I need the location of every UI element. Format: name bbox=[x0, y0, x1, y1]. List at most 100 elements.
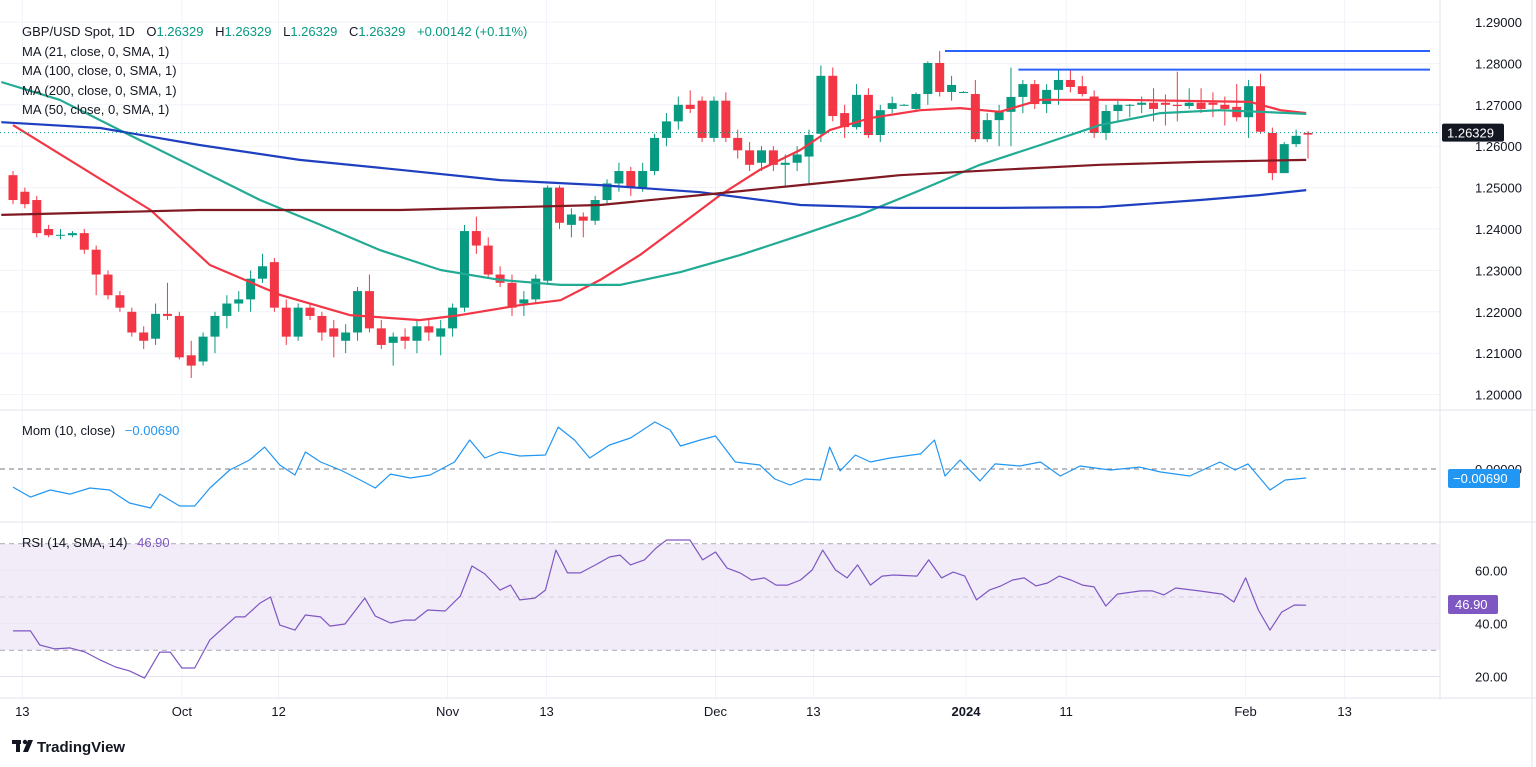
legend: GBP/USD Spot, 1D O1.26329 H1.26329 L1.26… bbox=[22, 24, 527, 550]
time-axis-tick: Nov bbox=[436, 704, 460, 719]
candle-body bbox=[1101, 111, 1111, 133]
candle-body bbox=[590, 200, 600, 221]
price-axis-tick: 1.26000 bbox=[1475, 139, 1522, 154]
candle-body bbox=[970, 94, 980, 140]
legend-mom[interactable]: Mom (10, close) bbox=[22, 423, 115, 438]
candle-body bbox=[1279, 144, 1289, 174]
candle-body bbox=[899, 104, 909, 106]
candle-body bbox=[471, 231, 481, 246]
candle-body bbox=[519, 299, 529, 304]
candle-body bbox=[317, 315, 327, 333]
candle-body bbox=[139, 332, 149, 341]
ma-line-ma50 bbox=[0, 80, 1307, 286]
candle-body bbox=[875, 110, 885, 136]
candle-body bbox=[626, 171, 636, 188]
open-value: 1.26329 bbox=[156, 24, 203, 39]
candle-body bbox=[697, 100, 707, 138]
candle-body bbox=[721, 100, 731, 138]
candle-body bbox=[436, 328, 446, 337]
time-axis-tick: 13 bbox=[1337, 704, 1351, 719]
candle-body bbox=[186, 355, 196, 366]
candle-body bbox=[887, 103, 897, 109]
candle-body bbox=[863, 94, 873, 136]
legend-ma50[interactable]: MA (50, close, 0, SMA, 1) bbox=[22, 102, 169, 117]
candle-body bbox=[1018, 84, 1028, 97]
candle-body bbox=[353, 291, 363, 333]
candle-body bbox=[1160, 102, 1170, 105]
candle-body bbox=[44, 229, 54, 236]
candle-body bbox=[804, 135, 814, 157]
candle-body bbox=[412, 326, 422, 341]
change-value: +0.00142 (+0.11%) bbox=[417, 24, 527, 39]
legend-rsi-value: 46.90 bbox=[137, 535, 170, 550]
candle-body bbox=[614, 171, 624, 184]
candle-body bbox=[1125, 104, 1135, 106]
candle-body bbox=[246, 278, 256, 300]
candle-body bbox=[1255, 86, 1265, 132]
candle-body bbox=[8, 175, 18, 201]
candle-body bbox=[840, 113, 850, 128]
candle-body bbox=[103, 274, 113, 296]
candle-body bbox=[293, 307, 303, 337]
legend-rsi[interactable]: RSI (14, SMA, 14) bbox=[22, 535, 127, 550]
candle-body bbox=[1149, 102, 1159, 109]
axes: 13 Oct 12 Nov 13 Dec 13 2024 11 Feb 13 1.29000 1.280… bbox=[15, 15, 1522, 719]
candle-body bbox=[341, 332, 351, 341]
candle-body bbox=[1006, 96, 1016, 112]
candle-body bbox=[305, 307, 315, 316]
momentum-line bbox=[12, 421, 1307, 509]
candle-body bbox=[982, 120, 992, 140]
candle-body bbox=[1232, 106, 1242, 118]
last-price-label: 1.26329 bbox=[1442, 123, 1504, 142]
legend-ma100[interactable]: MA (100, close, 0, SMA, 1) bbox=[22, 63, 177, 78]
candle-body bbox=[650, 137, 660, 172]
candle-body bbox=[32, 200, 42, 234]
candle-body bbox=[269, 262, 279, 308]
mom-value-label: −0.00690 bbox=[1448, 469, 1520, 488]
rsi-axis-tick: 20.00 bbox=[1475, 670, 1508, 685]
candle-body bbox=[115, 295, 125, 308]
candle-body bbox=[768, 150, 778, 165]
candle-body bbox=[543, 187, 553, 281]
candle-body bbox=[388, 336, 398, 343]
rsi-axis-tick: 60.00 bbox=[1475, 564, 1508, 579]
candle-body bbox=[495, 274, 505, 283]
candle-body bbox=[162, 313, 172, 316]
time-axis-tick: Dec bbox=[704, 704, 728, 719]
high-label: H bbox=[215, 24, 224, 39]
rsi-value-text: 46.90 bbox=[1455, 597, 1488, 612]
candle-body bbox=[745, 150, 755, 165]
candle-body bbox=[459, 231, 469, 308]
tradingview-logo[interactable]: TradingView bbox=[12, 739, 125, 756]
candle-body bbox=[994, 111, 1004, 121]
legend-ma200[interactable]: MA (200, close, 0, SMA, 1) bbox=[22, 83, 177, 98]
rsi-band bbox=[0, 544, 1440, 650]
time-axis-tick: 13 bbox=[806, 704, 820, 719]
candle-body bbox=[828, 75, 838, 116]
candle-body bbox=[1220, 104, 1230, 109]
candle-body bbox=[79, 233, 89, 250]
price-axis-tick: 1.27000 bbox=[1475, 98, 1522, 113]
time-axis-tick: 13 bbox=[539, 704, 553, 719]
candle-body bbox=[257, 266, 267, 279]
candle-body bbox=[923, 62, 933, 95]
time-axis-tick: Feb bbox=[1234, 704, 1256, 719]
candle-body bbox=[483, 245, 493, 275]
candle-body bbox=[198, 336, 208, 362]
candle-body bbox=[56, 234, 66, 236]
rsi-axis-tick: 40.00 bbox=[1475, 617, 1508, 632]
candle-body bbox=[531, 278, 541, 300]
open-label: O bbox=[146, 24, 156, 39]
symbol-title[interactable]: GBP/USD Spot, 1D bbox=[22, 24, 135, 39]
candle-body bbox=[234, 299, 244, 304]
candle-body bbox=[424, 326, 434, 333]
low-value: 1.26329 bbox=[290, 24, 337, 39]
candle-body bbox=[733, 137, 743, 151]
candle-body bbox=[685, 104, 695, 109]
candle-body bbox=[210, 315, 220, 337]
candle-body bbox=[20, 191, 30, 205]
legend-ma21[interactable]: MA (21, close, 0, SMA, 1) bbox=[22, 44, 169, 59]
candle-body bbox=[1303, 132, 1313, 135]
candle-body bbox=[507, 282, 517, 308]
